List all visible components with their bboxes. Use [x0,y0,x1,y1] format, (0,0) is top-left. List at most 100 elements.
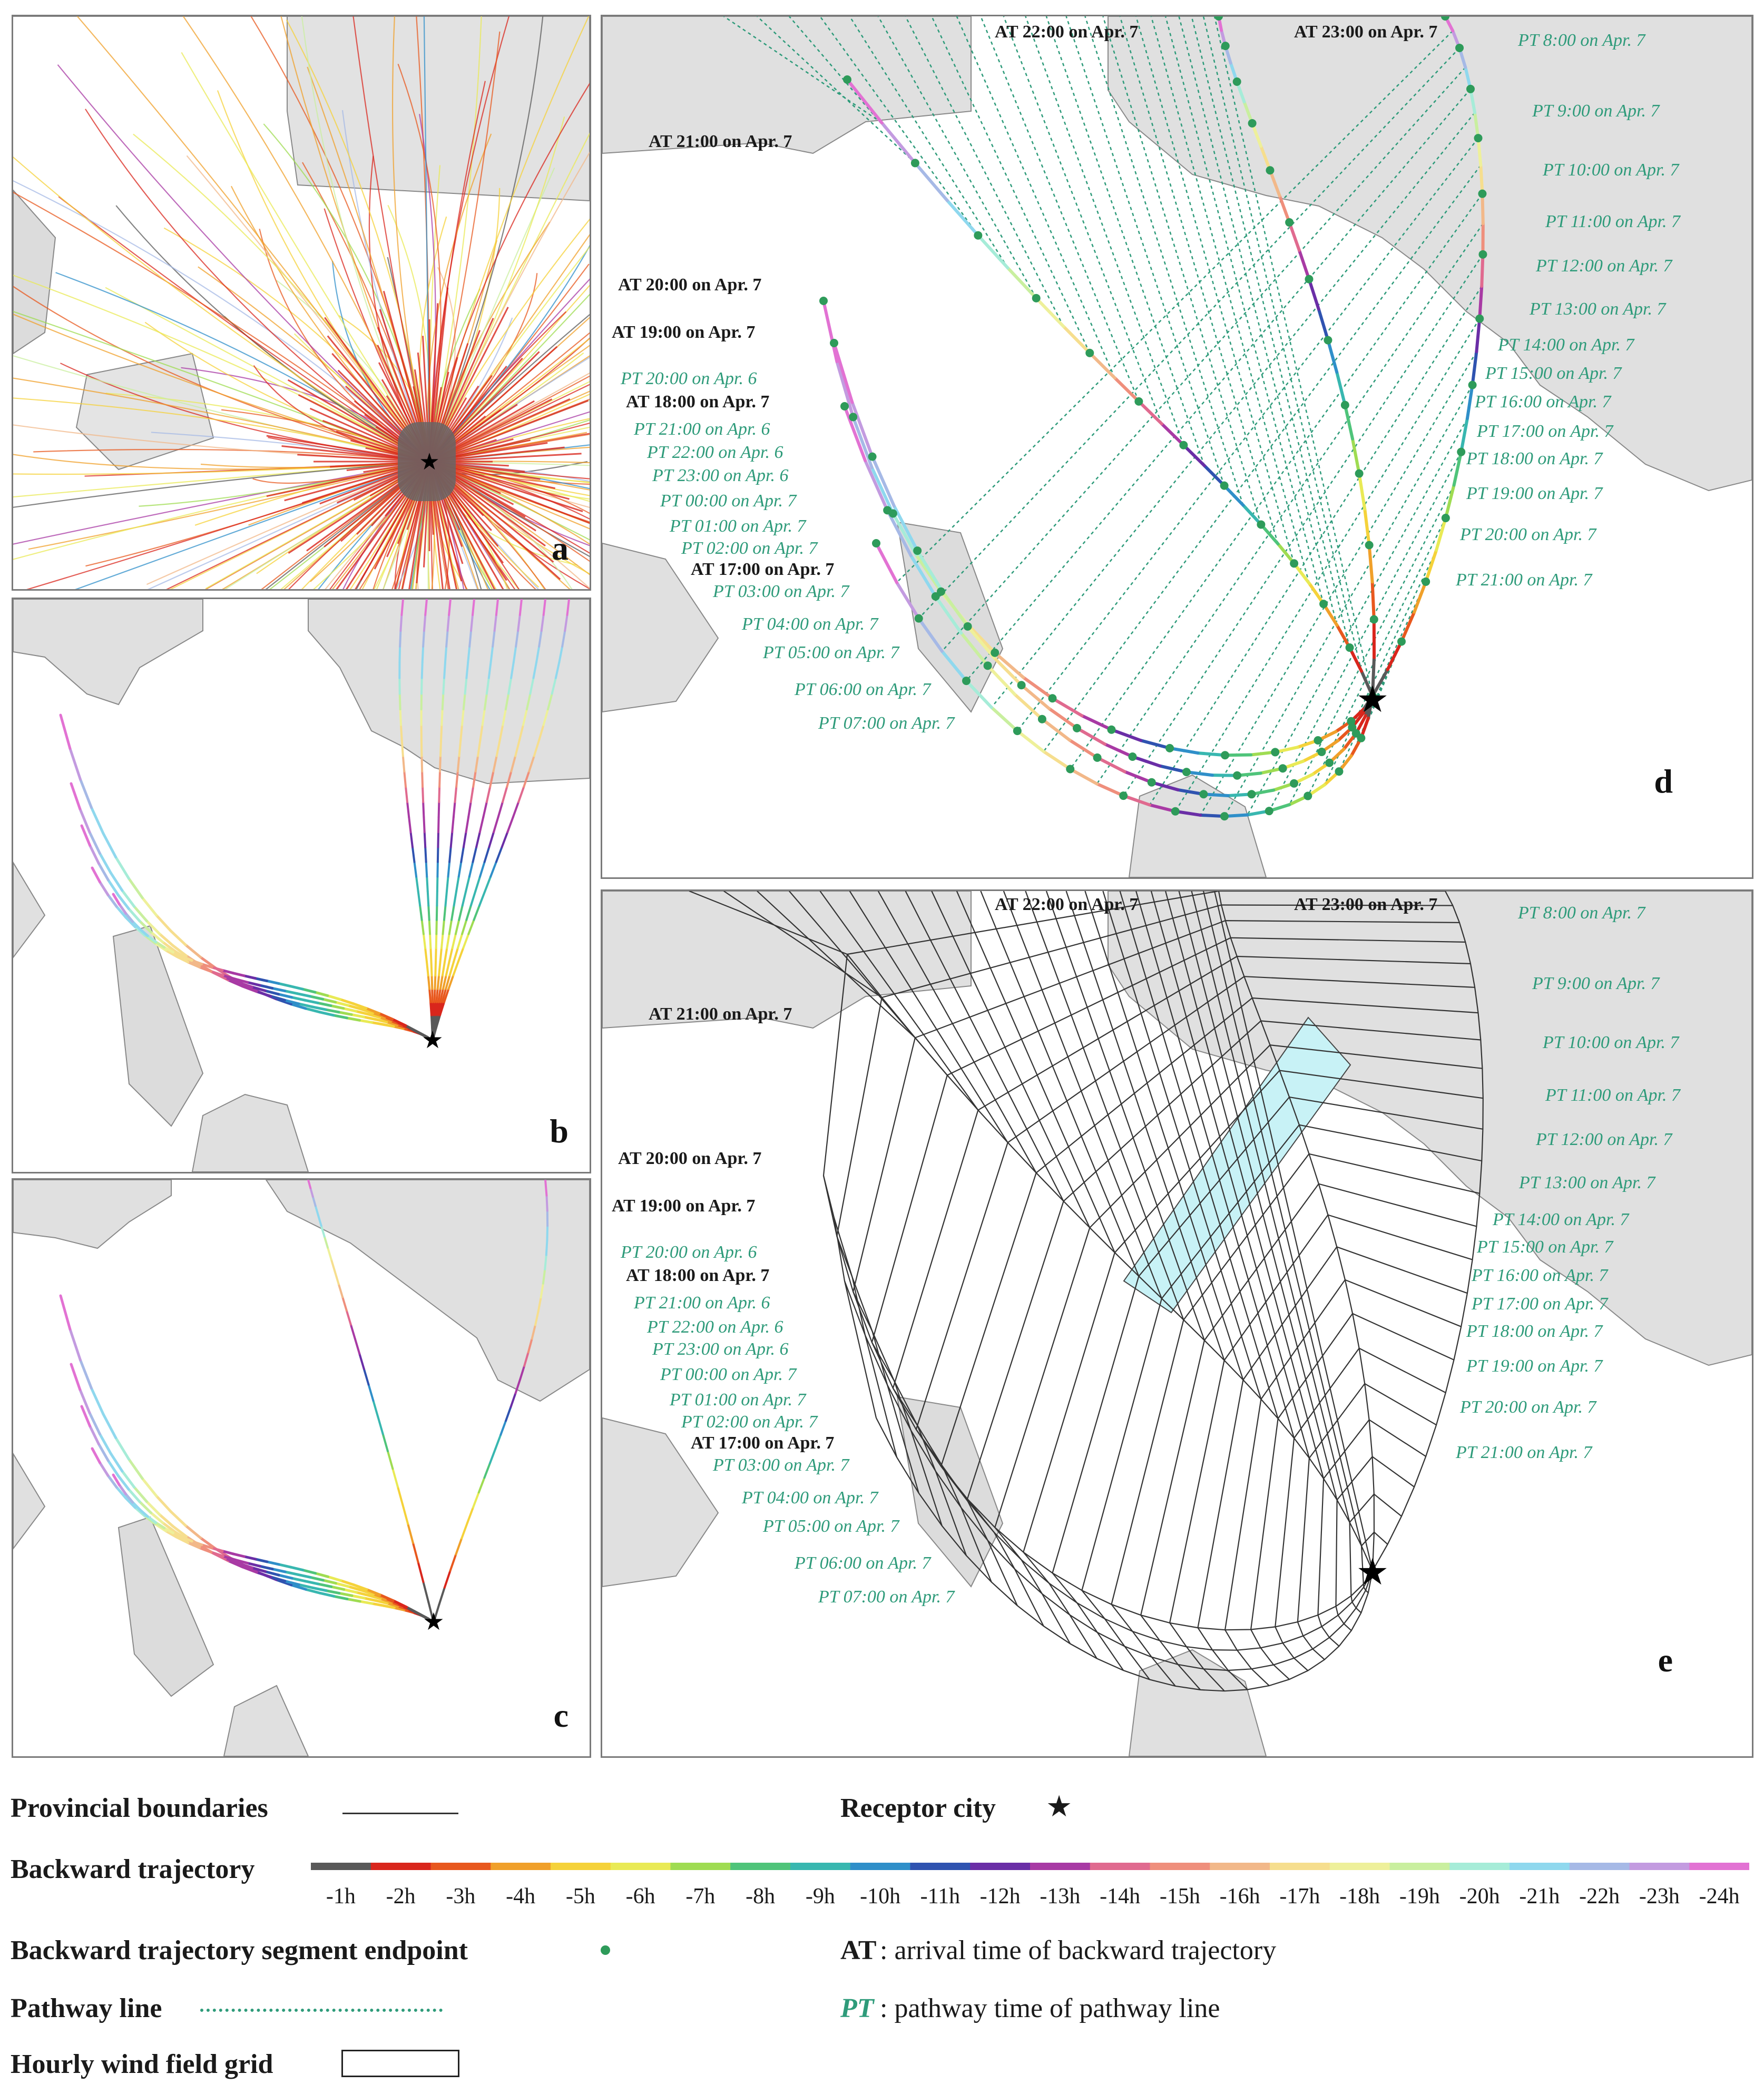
segment-endpoint [1221,42,1230,51]
colorbar-tick-label: -2h [386,1884,416,1909]
segment-endpoint [1048,694,1057,703]
backward-trajectory [352,1583,368,1591]
backward-trajectory [263,989,280,996]
backward-trajectory [456,933,464,950]
backward-trajectory [400,599,404,616]
backward-trajectory [376,461,430,589]
backward-trajectory [85,109,430,462]
backward-trajectory [289,1566,305,1572]
pt-label: PT 12:00 on Apr. 7 [1535,256,1673,276]
backward-trajectory [112,1473,121,1486]
backward-trajectory [429,461,590,523]
backward-trajectory [150,1511,164,1524]
backward-trajectory [425,860,428,878]
pathway-line [1289,485,1455,805]
grid-line [788,891,948,1076]
segment-endpoint [1066,765,1075,774]
backward-trajectory [227,979,244,988]
grid-line [1178,891,1338,1500]
backward-trajectory [237,981,253,989]
colorbar-segment [1329,1863,1390,1870]
grid-line [931,891,1091,1228]
pathway-line [956,16,1115,378]
backward-trajectory [438,1586,446,1606]
backward-trajectory [438,961,442,977]
segment-endpoint [1165,743,1174,752]
backward-trajectory [175,1535,190,1544]
backward-trajectory [1475,317,1482,354]
backward-trajectory [1160,422,1185,447]
backward-trajectory [442,677,446,695]
backward-trajectory [460,846,465,863]
segment-endpoint [937,587,945,596]
backward-trajectory [895,581,920,620]
backward-trajectory [479,860,486,878]
segment-endpoint [983,661,992,670]
backward-trajectory [427,1601,435,1623]
segment-endpoint [1085,348,1094,357]
backward-trajectory [1371,668,1389,698]
backward-trajectory [1400,610,1416,643]
grid-line [980,891,1140,1277]
backward-trajectory [264,1570,280,1577]
backward-trajectory [489,770,495,788]
backward-trajectory [428,151,590,462]
backward-trajectory [545,1239,548,1256]
backward-trajectory [358,1019,373,1024]
backward-trajectory [1259,144,1272,172]
backward-trajectory [359,1589,375,1596]
grid-line [1191,891,1350,1523]
backward-trajectory [318,1591,336,1598]
backward-trajectory [441,987,447,1003]
backward-trajectory [302,162,430,462]
backward-trajectory [181,52,430,462]
segment-endpoint [974,231,983,240]
segment-endpoint [1478,250,1487,259]
backward-trajectory [497,800,504,818]
backward-trajectory [233,1558,249,1564]
pt-label: PT 06:00 on Apr. 7 [794,1553,932,1573]
backward-trajectory [89,844,100,865]
backward-trajectory [258,984,274,990]
backward-trajectory [253,365,430,463]
backward-trajectory [458,739,462,757]
backward-trajectory [172,951,184,958]
colorbar-tick-label: -4h [506,1884,536,1909]
backward-trajectory [472,1491,480,1509]
backward-trajectory [91,866,101,884]
grid-line [915,976,1475,1582]
backward-trajectory [417,1031,434,1042]
backward-trajectory [175,955,190,964]
backward-trajectory [1413,580,1428,614]
segment-endpoint [910,159,919,168]
backward-trajectory [422,629,425,648]
backward-trajectory [432,1026,437,1042]
backward-trajectory [429,461,536,589]
at-label: AT 18:00 on Apr. 7 [626,1266,769,1285]
segment-endpoint [1475,314,1484,323]
pathway-line [1096,223,1484,785]
backward-trajectory [529,677,535,695]
backward-trajectory [124,912,134,923]
pt-label: PT 10:00 on Apr. 7 [1542,160,1680,180]
backward-trajectory [314,1205,320,1217]
colorbar-tick-label: -8h [746,1884,776,1909]
backward-trajectory [317,1214,322,1227]
backward-trajectory [1122,794,1151,807]
segment-endpoint [1397,637,1406,646]
segment-endpoint [1474,134,1483,143]
segment-endpoint [1319,600,1328,609]
backward-trajectory [199,1537,217,1550]
backward-trajectory [70,1363,82,1391]
colorbar-segment [970,1863,1031,1870]
backward-trajectory [367,1594,382,1600]
backward-trajectory [435,987,439,1003]
backward-trajectory [359,1007,375,1014]
backward-trajectory [161,1521,177,1533]
backward-trajectory [296,1573,312,1579]
colorbar-tick-label: -17h [1279,1884,1320,1909]
backward-trajectory [435,918,438,935]
backward-trajectory [545,1194,548,1212]
backward-trajectory [447,860,451,878]
hourly-grid-swatch [341,2050,459,2077]
